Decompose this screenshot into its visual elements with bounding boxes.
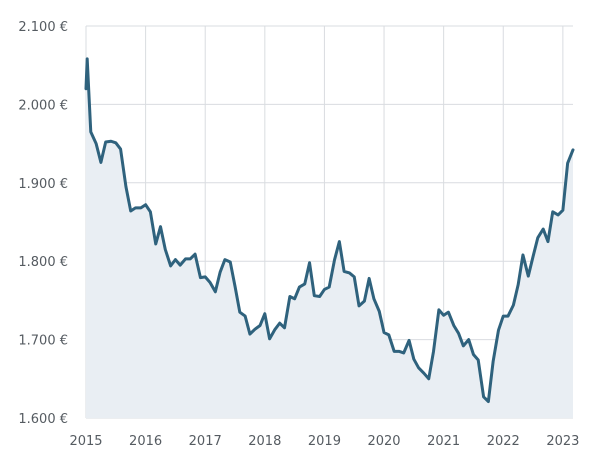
y-tick-label: 2.000 € [18, 98, 68, 113]
x-tick-label: 2020 [367, 434, 400, 449]
y-tick-label: 1.600 € [18, 412, 68, 427]
area-layer [86, 58, 573, 419]
x-axis-ticks: 2015 2016 2017 2018 2019 2020 2021 2022 2023 [69, 434, 579, 449]
series-line [84, 57, 575, 404]
x-tick-label: 2023 [546, 434, 579, 449]
line-layer [84, 57, 575, 404]
y-tick-label: 1.800 € [18, 255, 68, 270]
x-tick-label: 2017 [189, 434, 222, 449]
x-tick-label: 2016 [129, 434, 162, 449]
y-tick-label: 1.700 € [18, 334, 68, 349]
x-tick-label: 2018 [248, 434, 281, 449]
x-tick-label: 2021 [427, 434, 460, 449]
area-fill [86, 58, 573, 419]
y-tick-label: 1.900 € [18, 177, 68, 192]
y-tick-label: 2.100 € [18, 20, 68, 35]
x-tick-label: 2022 [487, 434, 520, 449]
x-tick-label: 2019 [308, 434, 341, 449]
y-axis-ticks: 2.100 € 2.000 € 1.900 € 1.800 € 1.700 € 1.600… [18, 20, 68, 427]
x-tick-label: 2015 [69, 434, 102, 449]
